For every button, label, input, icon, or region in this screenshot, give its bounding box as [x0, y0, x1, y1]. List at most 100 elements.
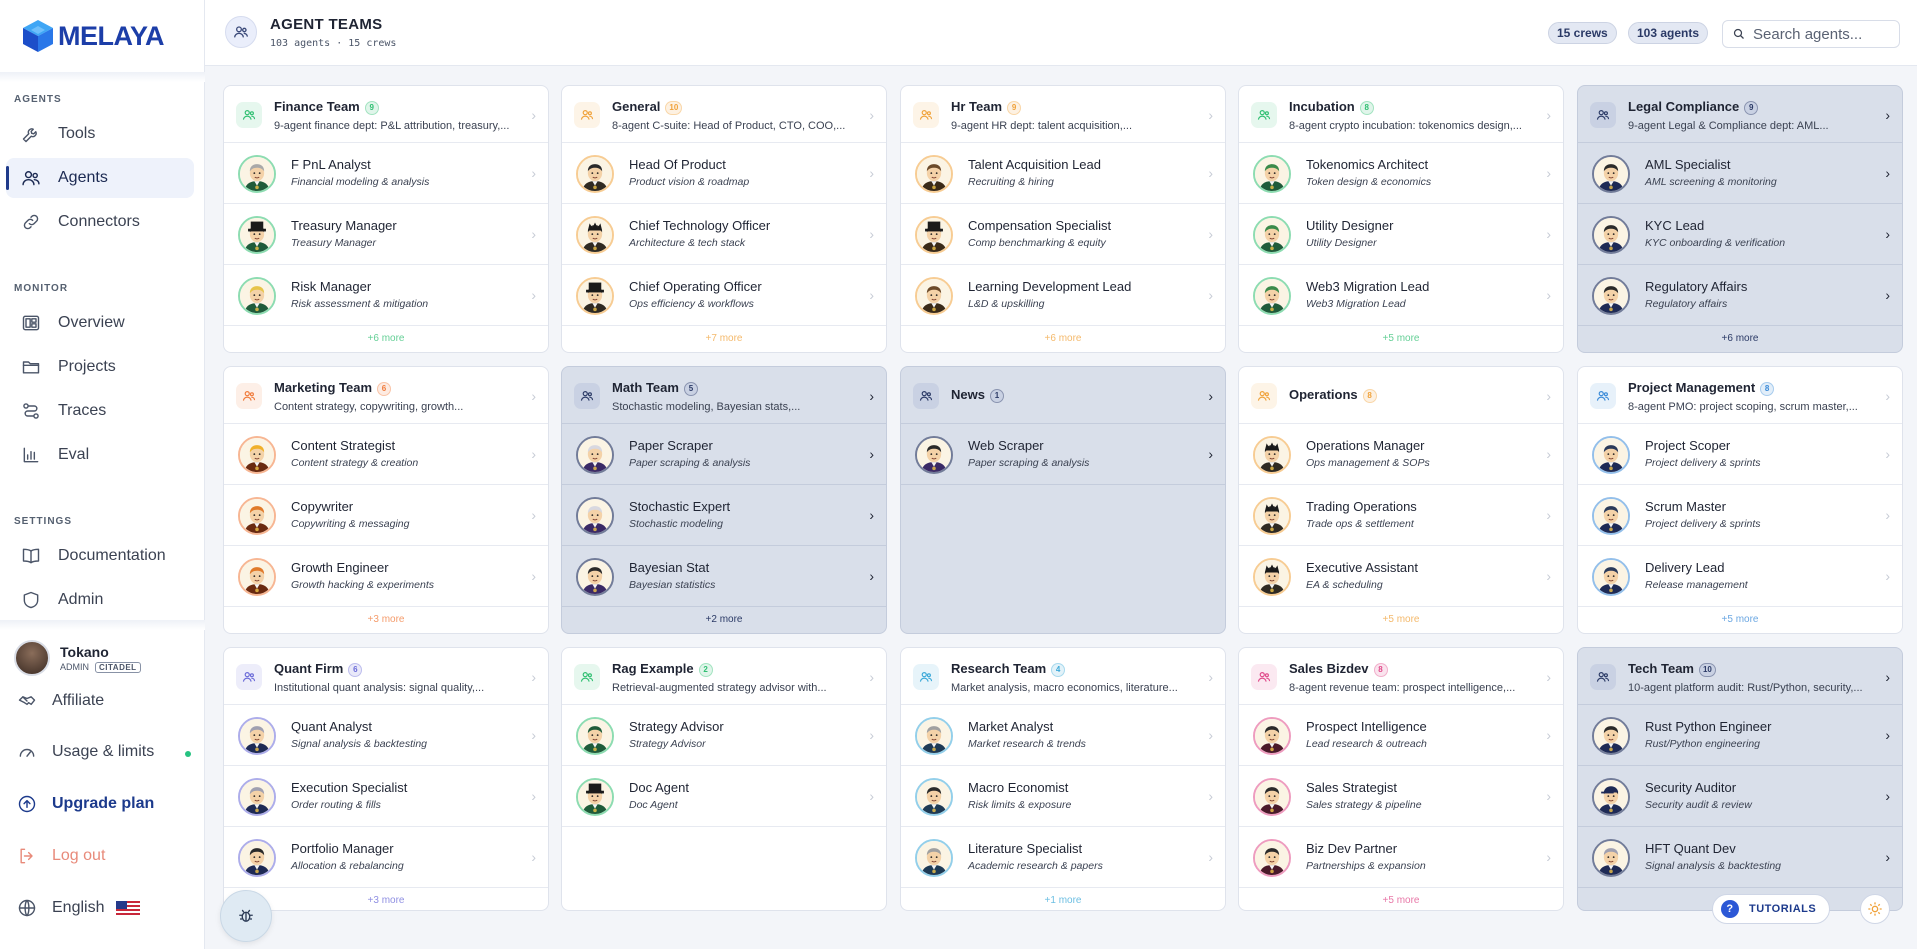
- team-card[interactable]: Rag Example 2 Retrieval-augmented strateg…: [561, 647, 887, 911]
- agent-row[interactable]: Web Scraper Paper scraping & analysis ›: [901, 424, 1225, 485]
- sidebar-item-admin[interactable]: Admin: [6, 580, 194, 620]
- team-card[interactable]: Research Team 4 Market analysis, macro ec…: [900, 647, 1226, 911]
- agent-row[interactable]: Treasury Manager Treasury Manager ›: [224, 204, 548, 265]
- agent-row[interactable]: HFT Quant Dev Signal analysis & backtest…: [1578, 827, 1902, 888]
- show-more-link[interactable]: +2 more: [705, 613, 743, 625]
- team-header-project-management[interactable]: Project Management 8 8-agent PMO: project…: [1578, 367, 1902, 424]
- sidebar-item-usage-limits[interactable]: Usage & limits: [16, 741, 154, 763]
- team-card[interactable]: Finance Team 9 9-agent finance dept: P&L …: [223, 85, 549, 353]
- agent-row[interactable]: Tokenomics Architect Token design & econ…: [1239, 143, 1563, 204]
- team-header-operations[interactable]: Operations 8 ›: [1239, 367, 1563, 424]
- search-box[interactable]: [1722, 20, 1900, 48]
- team-header-math-team[interactable]: Math Team 5 Stochastic modeling, Bayesian…: [562, 367, 886, 424]
- agent-row[interactable]: Project Scoper Project delivery & sprint…: [1578, 424, 1902, 485]
- agent-row[interactable]: Scrum Master Project delivery & sprints …: [1578, 485, 1902, 546]
- agent-row[interactable]: Prospect Intelligence Lead research & ou…: [1239, 705, 1563, 766]
- agent-row[interactable]: Rust Python Engineer Rust/Python enginee…: [1578, 705, 1902, 766]
- agent-row[interactable]: Sales Strategist Sales strategy & pipeli…: [1239, 766, 1563, 827]
- team-card[interactable]: Incubation 8 8-agent crypto incubation: t…: [1238, 85, 1564, 353]
- agent-row[interactable]: Trading Operations Trade ops & settlemen…: [1239, 485, 1563, 546]
- agent-row[interactable]: AML Specialist AML screening & monitorin…: [1578, 143, 1902, 204]
- agent-row[interactable]: Paper Scraper Paper scraping & analysis …: [562, 424, 886, 485]
- sidebar-item-eval[interactable]: Eval: [6, 435, 194, 475]
- agent-row[interactable]: Web3 Migration Lead Web3 Migration Lead …: [1239, 265, 1563, 326]
- agent-row[interactable]: Risk Manager Risk assessment & mitigatio…: [224, 265, 548, 326]
- agent-row[interactable]: Literature Specialist Academic research …: [901, 827, 1225, 888]
- agent-row[interactable]: KYC Lead KYC onboarding & verification ›: [1578, 204, 1902, 265]
- sidebar-item-upgrade-plan[interactable]: Upgrade plan: [16, 793, 154, 815]
- sidebar-item-traces[interactable]: Traces: [6, 391, 194, 431]
- team-card[interactable]: Marketing Team 6 Content strategy, copywr…: [223, 366, 549, 634]
- agent-row[interactable]: Strategy Advisor Strategy Advisor ›: [562, 705, 886, 766]
- show-more-link[interactable]: +5 more: [1382, 613, 1420, 625]
- team-card[interactable]: Math Team 5 Stochastic modeling, Bayesian…: [561, 366, 887, 634]
- team-card[interactable]: Legal Compliance 9 9-agent Legal & Compli…: [1577, 85, 1903, 353]
- team-card[interactable]: Quant Firm 6 Institutional quant analysis…: [223, 647, 549, 911]
- team-card[interactable]: General 10 8-agent C-suite: Head of Produ…: [561, 85, 887, 353]
- show-more-link[interactable]: +6 more: [1044, 332, 1082, 344]
- sidebar-item-agents[interactable]: Agents: [6, 158, 194, 198]
- user-profile[interactable]: Tokano ADMIN CITADEL: [14, 640, 141, 676]
- agent-row[interactable]: Chief Operating Officer Ops efficiency &…: [562, 265, 886, 326]
- tutorials-button[interactable]: ? TUTORIALS: [1712, 894, 1830, 924]
- sidebar-item-documentation[interactable]: Documentation: [6, 536, 194, 576]
- agent-row[interactable]: Head Of Product Product vision & roadmap…: [562, 143, 886, 204]
- brand-logo[interactable]: MELAYA: [20, 18, 165, 54]
- agent-row[interactable]: Copywriter Copywriting & messaging ›: [224, 485, 548, 546]
- agent-row[interactable]: Macro Economist Risk limits & exposure ›: [901, 766, 1225, 827]
- team-header-research-team[interactable]: Research Team 4 Market analysis, macro ec…: [901, 648, 1225, 705]
- team-card[interactable]: Sales Bizdev 8 8-agent revenue team: pros…: [1238, 647, 1564, 911]
- team-header-finance-team[interactable]: Finance Team 9 9-agent finance dept: P&L …: [224, 86, 548, 143]
- agent-row[interactable]: Stochastic Expert Stochastic modeling ›: [562, 485, 886, 546]
- sidebar-item-tools[interactable]: Tools: [6, 114, 194, 154]
- agent-row[interactable]: Bayesian Stat Bayesian statistics ›: [562, 546, 886, 607]
- sidebar-item-affiliate[interactable]: Affiliate: [16, 690, 104, 712]
- team-header-quant-firm[interactable]: Quant Firm 6 Institutional quant analysis…: [224, 648, 548, 705]
- show-more-link[interactable]: +1 more: [1044, 894, 1082, 906]
- agent-row[interactable]: Biz Dev Partner Partnerships & expansion…: [1239, 827, 1563, 888]
- show-more-link[interactable]: +5 more: [1382, 894, 1420, 906]
- team-header-hr-team[interactable]: Hr Team 9 9-agent HR dept: talent acquisi…: [901, 86, 1225, 143]
- team-header-sales-bizdev[interactable]: Sales Bizdev 8 8-agent revenue team: pros…: [1239, 648, 1563, 705]
- team-card[interactable]: Project Management 8 8-agent PMO: project…: [1577, 366, 1903, 634]
- show-more-link[interactable]: +6 more: [367, 332, 405, 344]
- agent-row[interactable]: Operations Manager Ops management & SOPs…: [1239, 424, 1563, 485]
- agent-row[interactable]: Compensation Specialist Comp benchmarkin…: [901, 204, 1225, 265]
- theme-toggle[interactable]: [1860, 894, 1890, 924]
- team-header-incubation[interactable]: Incubation 8 8-agent crypto incubation: t…: [1239, 86, 1563, 143]
- agent-row[interactable]: Chief Technology Officer Architecture & …: [562, 204, 886, 265]
- agent-row[interactable]: Security Auditor Security audit & review…: [1578, 766, 1902, 827]
- agent-row[interactable]: Executive Assistant EA & scheduling ›: [1239, 546, 1563, 607]
- team-card[interactable]: Operations 8 › Operations Manager Ops man…: [1238, 366, 1564, 634]
- sidebar-item-overview[interactable]: Overview: [6, 303, 194, 343]
- debug-button[interactable]: [220, 890, 272, 942]
- show-more-link[interactable]: +5 more: [1721, 613, 1759, 625]
- show-more-link[interactable]: +6 more: [1721, 332, 1759, 344]
- agent-row[interactable]: Execution Specialist Order routing & fil…: [224, 766, 548, 827]
- team-card[interactable]: Hr Team 9 9-agent HR dept: talent acquisi…: [900, 85, 1226, 353]
- team-header-tech-team[interactable]: Tech Team 10 10-agent platform audit: Rus…: [1578, 648, 1902, 705]
- team-header-marketing-team[interactable]: Marketing Team 6 Content strategy, copywr…: [224, 367, 548, 424]
- show-more-link[interactable]: +5 more: [1382, 332, 1420, 344]
- team-header-news[interactable]: News 1 ›: [901, 367, 1225, 424]
- sidebar-item-english[interactable]: English: [16, 897, 141, 919]
- agent-row[interactable]: Quant Analyst Signal analysis & backtest…: [224, 705, 548, 766]
- agent-row[interactable]: Doc Agent Doc Agent ›: [562, 766, 886, 827]
- sidebar-item-projects[interactable]: Projects: [6, 347, 194, 387]
- team-header-rag-example[interactable]: Rag Example 2 Retrieval-augmented strateg…: [562, 648, 886, 705]
- team-header-general[interactable]: General 10 8-agent C-suite: Head of Produ…: [562, 86, 886, 143]
- show-more-link[interactable]: +3 more: [367, 894, 405, 906]
- agent-row[interactable]: Talent Acquisition Lead Recruiting & hir…: [901, 143, 1225, 204]
- agent-row[interactable]: F PnL Analyst Financial modeling & analy…: [224, 143, 548, 204]
- agent-row[interactable]: Learning Development Lead L&D & upskilli…: [901, 265, 1225, 326]
- show-more-link[interactable]: +7 more: [705, 332, 743, 344]
- sidebar-item-connectors[interactable]: Connectors: [6, 202, 194, 242]
- agent-row[interactable]: Delivery Lead Release management ›: [1578, 546, 1902, 607]
- search-input[interactable]: [1753, 25, 1893, 43]
- team-card[interactable]: Tech Team 10 10-agent platform audit: Rus…: [1577, 647, 1903, 911]
- team-header-legal-compliance[interactable]: Legal Compliance 9 9-agent Legal & Compli…: [1578, 86, 1902, 143]
- show-more-link[interactable]: +3 more: [367, 613, 405, 625]
- agent-row[interactable]: Utility Designer Utility Designer ›: [1239, 204, 1563, 265]
- agent-row[interactable]: Market Analyst Market research & trends …: [901, 705, 1225, 766]
- agent-row[interactable]: Portfolio Manager Allocation & rebalanci…: [224, 827, 548, 888]
